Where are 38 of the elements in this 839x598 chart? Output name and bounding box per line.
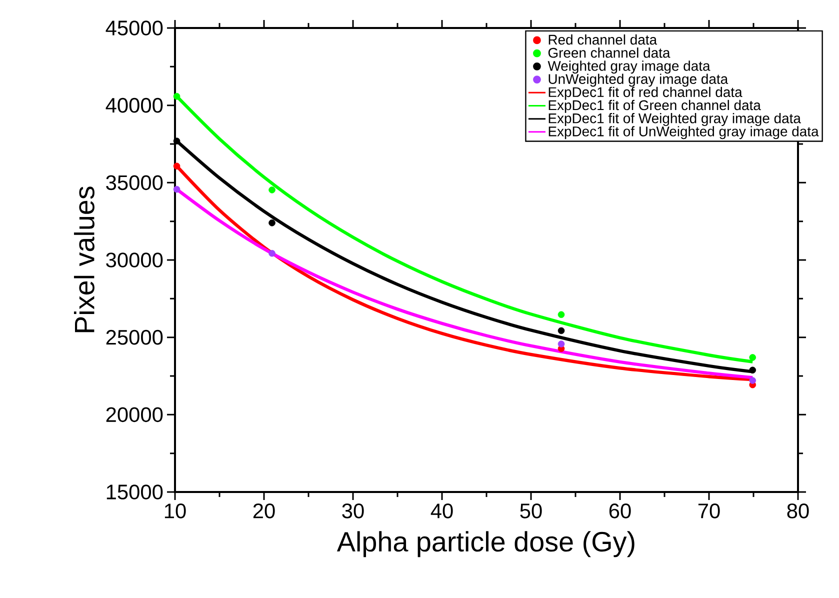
point (749, 377, 756, 384)
legend-label: Red channel data (548, 34, 658, 45)
x-tick-label: 30 (342, 504, 364, 518)
y-tick-label: 25000 (106, 330, 163, 345)
x-tick-label: 50 (520, 504, 542, 518)
y-tick-label: 30000 (106, 252, 163, 268)
y-axis-title: Pixel values (74, 186, 94, 332)
point (173, 92, 180, 100)
legend-label: Green channel data (548, 48, 670, 58)
legend-label: UnWeighted gray image data (548, 74, 728, 87)
y-tick-label: 45000 (106, 20, 163, 36)
point (268, 186, 276, 194)
point (173, 138, 180, 144)
y-tick-label: 35000 (106, 175, 163, 190)
point (749, 366, 756, 374)
legend-label: Weighted gray image data (548, 60, 710, 74)
point (173, 186, 180, 193)
x-tick-label: 70 (698, 504, 720, 518)
legend-label: ExpDec1 fit of Green channel data (548, 100, 761, 113)
point (558, 340, 565, 348)
x-tick-label: 10 (164, 504, 186, 518)
legend-label: ExpDec1 fit of UnWeighted gray image data (548, 126, 819, 140)
x-tick-label: 40 (430, 504, 453, 518)
legend-label: ExpDec1 fit of Weighted gray image data (548, 113, 801, 126)
y-tick-label: 15000 (106, 484, 163, 500)
point (173, 162, 180, 170)
x-tick-label: 20 (253, 504, 275, 518)
y-tick-label: 20000 (106, 407, 163, 422)
point (558, 311, 565, 318)
x-tick-label: 60 (609, 504, 631, 518)
y-tick-label: 40000 (106, 98, 163, 113)
legend-label: ExpDec1 fit of red channel data (548, 86, 742, 100)
x-tick-label: 80 (787, 504, 809, 518)
point (558, 327, 565, 334)
point (268, 250, 276, 257)
point (749, 354, 756, 361)
point (268, 219, 276, 226)
x-axis-title: Alpha particle dose (Gy) (336, 531, 634, 558)
